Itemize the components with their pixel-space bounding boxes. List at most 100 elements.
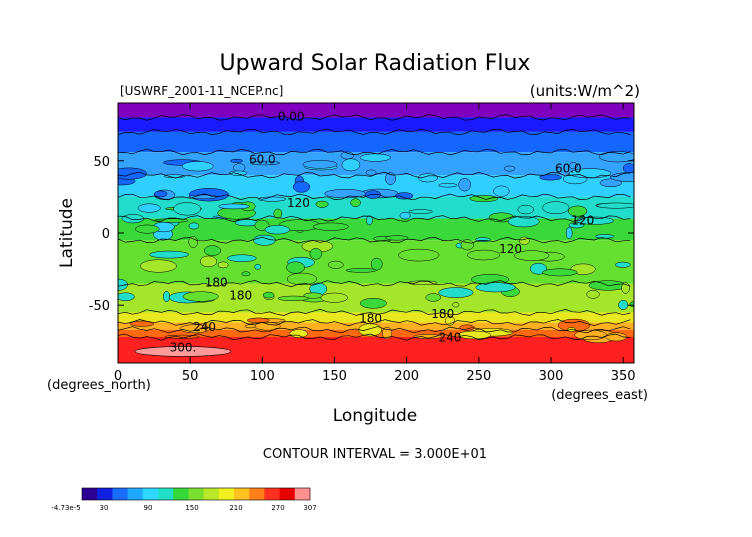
contour-label-7: 180 xyxy=(229,288,252,302)
contour-blob-2-26 xyxy=(370,257,383,271)
contour-blob-1-35 xyxy=(312,222,349,231)
y-tick-label-2: -50 xyxy=(89,299,110,314)
contour-line-2 xyxy=(118,148,631,156)
contour-blob-2-54 xyxy=(327,260,344,269)
x-unit-label: (degrees_east) xyxy=(551,388,648,403)
contour-label-1: 60.0 xyxy=(249,153,276,167)
x-axis-ticks: 0 50 100 150 200 250 300 350 xyxy=(114,103,636,384)
contour-blob-2-18 xyxy=(529,262,548,275)
x-tick-label-6: 300 xyxy=(539,369,564,384)
contour-blob-3-17 xyxy=(413,334,443,339)
contour-blob-2-51 xyxy=(542,268,578,277)
colorbar-label-4: 210 xyxy=(229,504,242,512)
contour-blob-1-39 xyxy=(218,203,250,210)
contour-line-7 xyxy=(118,280,631,288)
contour-blob-2-48 xyxy=(286,261,305,274)
contour-blob-2-28 xyxy=(438,287,474,298)
contour-line-6 xyxy=(118,236,631,244)
contour-line-8 xyxy=(118,308,631,316)
contour-blob-2-27 xyxy=(241,271,251,277)
contour-line-0 xyxy=(118,114,631,121)
contour-blob-2-35 xyxy=(345,268,377,273)
contour-label-10: 240 xyxy=(193,320,216,334)
contour-blob-2-9 xyxy=(425,293,442,302)
contour-blob-1-25 xyxy=(366,215,373,226)
contour-line-11 xyxy=(118,333,631,341)
contour-blob-2-4 xyxy=(615,261,631,268)
contour-blob-2-52 xyxy=(204,245,222,256)
colorbar-swatch-5 xyxy=(158,488,174,500)
contour-blob-1-16 xyxy=(399,211,411,220)
contour-blob-0-12 xyxy=(599,178,623,188)
contour-blob-2-49 xyxy=(262,291,275,299)
x-tick-label-5: 250 xyxy=(466,369,491,384)
contour-blob-0-0 xyxy=(365,169,377,176)
contour-blob-1-24 xyxy=(408,209,433,214)
flux-band-9 xyxy=(118,312,634,323)
contour-blob-2-45 xyxy=(514,250,550,261)
chart-title: Upward Solar Radiation Flux xyxy=(220,51,531,76)
y-axis-label: Latitude xyxy=(57,198,77,268)
colorbar-swatch-0 xyxy=(82,488,98,500)
contour-blob-2-40 xyxy=(254,263,262,270)
contour-blob-1-29 xyxy=(273,208,283,219)
colorbar-label-6: 307 xyxy=(303,504,316,512)
contour-blob-0-29 xyxy=(438,183,458,188)
contour-blob-1-34 xyxy=(188,222,200,230)
flux-band-2 xyxy=(118,131,634,153)
contour-blob-2-8 xyxy=(629,301,634,308)
colorbar-swatch-10 xyxy=(234,488,250,500)
contour-blob-0-33 xyxy=(359,153,391,162)
contour-label-4: 120 xyxy=(571,213,594,227)
contour-blob-2-7 xyxy=(452,302,460,308)
colorbar-swatch-12 xyxy=(264,488,281,500)
contour-blob-3-7 xyxy=(244,324,257,329)
colorbar-frame xyxy=(81,487,311,501)
contour-blob-2-31 xyxy=(618,299,629,310)
contour-blob-1-36 xyxy=(567,205,588,217)
contour-blob-2-43 xyxy=(320,292,348,303)
contour-blob-0-26 xyxy=(188,194,218,200)
contour-blob-2-14 xyxy=(199,255,218,268)
contour-blob-3-6 xyxy=(459,324,475,331)
contour-blob-0-30 xyxy=(154,190,168,198)
x-tick-label-0: 0 xyxy=(114,369,122,384)
contour-label-5: 120 xyxy=(499,242,522,256)
contour-label-12: 300. xyxy=(170,340,197,354)
y-unit-label: (degrees_north) xyxy=(47,378,151,393)
contour-blob-0-14 xyxy=(493,185,510,197)
colorbar-labels: -4.73e-5 30 90 150 210 270 307 xyxy=(51,504,316,512)
contour-lines xyxy=(118,114,631,341)
contour-blob-2-36 xyxy=(182,291,219,302)
contour-blob-1-42 xyxy=(121,214,145,224)
contour-blob-0-16 xyxy=(395,192,414,200)
colorbar-swatch-8 xyxy=(203,488,220,500)
dataset-filename: [USWRF_2001-11_NCEP.nc] xyxy=(120,84,283,98)
colorbar-label-0: -4.73e-5 xyxy=(51,504,80,512)
contour-blob-2-13 xyxy=(398,248,440,262)
y-tick-label-0: 50 xyxy=(93,155,110,170)
contour-blob-2-42 xyxy=(188,236,198,248)
contour-blob-1-38 xyxy=(350,198,361,207)
contour-blob-0-39 xyxy=(623,163,634,174)
colorbar-label-5: 270 xyxy=(271,504,284,512)
contour-blob-1-22 xyxy=(385,235,409,241)
y-axis-ticks: 50 0 -50 xyxy=(89,155,634,314)
contour-blob-3-5 xyxy=(129,320,155,327)
contour-blob-1-32 xyxy=(135,224,160,234)
contour-label-2: 60.0 xyxy=(555,161,582,175)
contour-blob-1-43 xyxy=(507,216,540,228)
contour-blob-0-15 xyxy=(598,151,634,163)
colorbar-swatch-11 xyxy=(249,488,265,500)
colorbar-swatch-1 xyxy=(97,488,113,500)
contour-blob-2-41 xyxy=(286,272,318,286)
contour-blob-0-37 xyxy=(302,160,338,169)
contour-blob-0-4 xyxy=(188,188,230,202)
contour-blob-3-10 xyxy=(574,329,607,341)
contour-line-3 xyxy=(118,171,631,179)
contour-blob-1-12 xyxy=(173,202,201,216)
